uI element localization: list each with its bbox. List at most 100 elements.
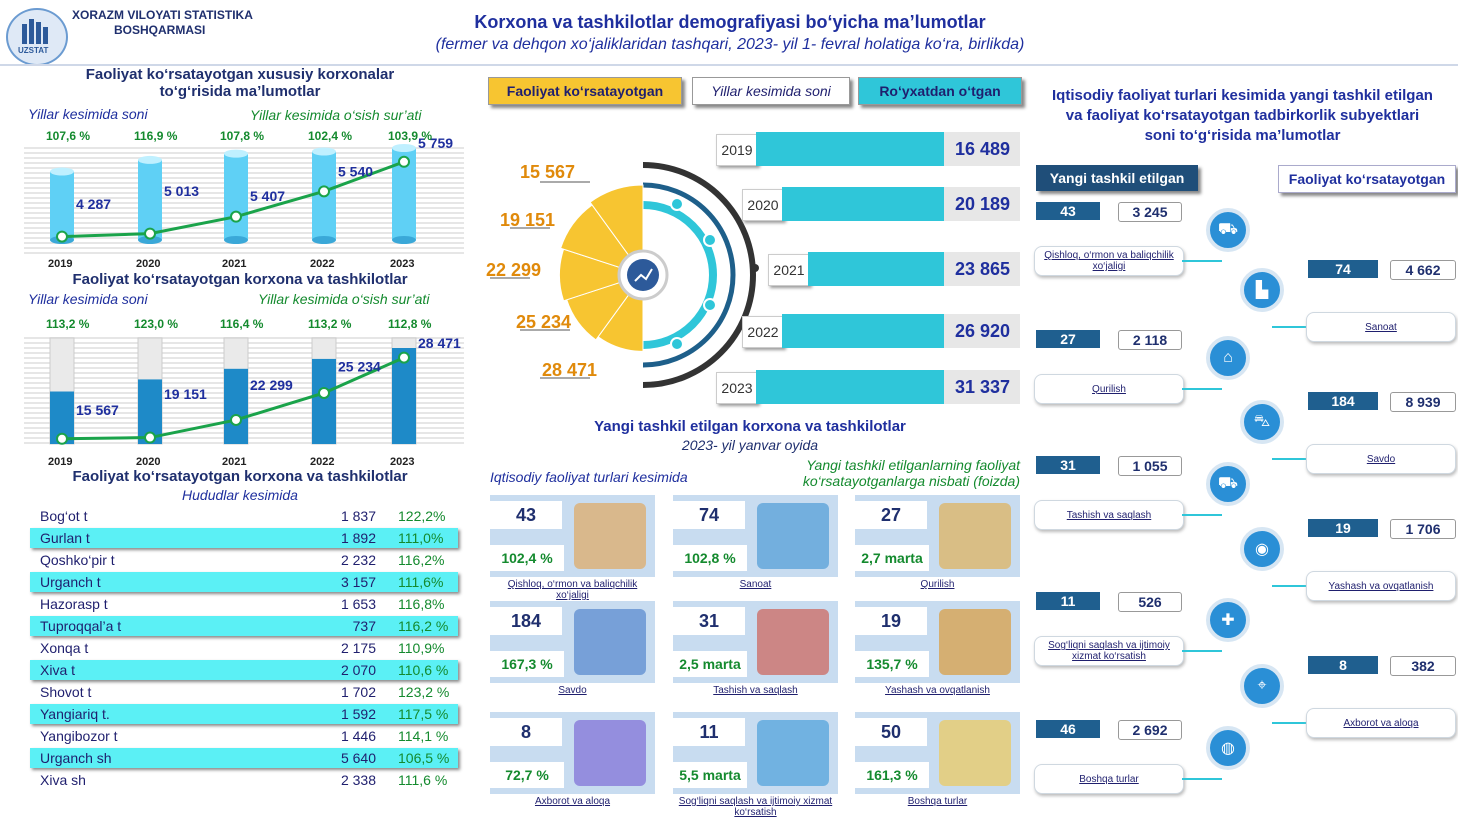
tile-label: Sanoat	[739, 579, 772, 590]
value-label: 22 299	[250, 377, 293, 393]
connector	[1182, 514, 1222, 516]
chart-bar	[391, 337, 417, 445]
activity-tile: 43 102,4 %	[490, 495, 655, 577]
fan-label: 19 151	[500, 210, 555, 230]
truck-icon: ⛟	[1206, 462, 1250, 506]
active-count: 526	[1118, 592, 1182, 612]
bar-year: 2023	[716, 372, 758, 404]
activity-illustration	[574, 609, 646, 675]
region-row: Yangibozor t 1 446 114,1 %	[30, 726, 458, 746]
page-subtitle: (fermer va dehqon xo‘jaliklaridan tashqa…	[435, 36, 1025, 53]
region-count: 1 837	[340, 508, 376, 524]
chart-bar	[138, 155, 162, 244]
uzstat-logo: UZSTAT	[6, 8, 68, 66]
region-pct: 122,2%	[398, 508, 446, 524]
antenna-icon: ⌖	[1240, 664, 1284, 708]
pct-label: 123,0 %	[134, 317, 178, 331]
new-count: 8	[1308, 656, 1378, 674]
activity-tile: 184 167,3 %	[490, 601, 655, 683]
bar-value: 31 337	[944, 370, 1020, 404]
fan-ring	[642, 162, 756, 388]
region-pct: 123,2 %	[398, 684, 450, 700]
growth-point	[398, 351, 410, 364]
fan-label: 22 299	[486, 260, 541, 280]
value-label: 15 567	[76, 402, 119, 418]
bar-value: 16 489	[944, 132, 1020, 166]
year-label: 2019	[48, 258, 72, 270]
region-pct: 116,8%	[398, 596, 445, 612]
activity-label: Sog‘liqni saqlash va ijtimoiy xizmat ko‘…	[1034, 636, 1184, 666]
active-count: 3 245	[1118, 202, 1182, 222]
regions-title: Faoliyat ko‘rsatayotgan korxona va tashk…	[72, 468, 408, 485]
tab-faoliyat: Faoliyat ko‘rsatayotgan	[488, 77, 682, 105]
new-count: 31	[1036, 456, 1100, 474]
tile-count: 27	[855, 501, 927, 529]
health-icon: ✚	[1206, 598, 1250, 642]
region-name: Bog‘ot t	[40, 508, 88, 524]
region-pct: 110,6 %	[398, 662, 449, 678]
region-count: 1 446	[340, 728, 376, 744]
activity-label: Savdo	[1306, 444, 1456, 474]
region-row: Tuproqqal’a t 737 116,2 %	[30, 616, 458, 636]
region-count: 5 640	[340, 750, 376, 766]
region-name: Xonqa t	[40, 640, 89, 656]
value-label: 5 759	[418, 135, 453, 151]
new-count: 184	[1308, 392, 1378, 410]
region-row: Qoshko‘pir t 2 232 116,2%	[30, 550, 458, 570]
chart2-svg: 15 567 19 151 22 299 25 234 28 471 113,2 % 123…	[46, 317, 461, 468]
chart-bar	[224, 149, 248, 244]
hdr-active: Faoliyat ko‘rsatayotgan	[1278, 165, 1456, 193]
bar-value: 23 865	[944, 252, 1020, 286]
activity-label: Sanoat	[1306, 312, 1456, 342]
bar-year: 2019	[716, 134, 758, 166]
year-label: 2023	[390, 258, 414, 270]
region-row: Urganch t 3 157 111,6%	[30, 572, 458, 592]
growth-point	[56, 230, 68, 243]
growth-point	[230, 210, 242, 223]
activity-illustration	[757, 720, 829, 786]
active-count: 2 692	[1118, 720, 1182, 740]
connector-dot	[670, 197, 684, 211]
region-pct: 116,2 %	[398, 618, 449, 634]
tile-ratio: 2,5 marta	[673, 651, 747, 677]
tile-count: 19	[855, 607, 927, 635]
region-row: Xonqa t 2 175 110,9%	[30, 638, 458, 658]
year-label: 2023	[390, 456, 414, 468]
fan-label: 15 567	[520, 162, 575, 182]
chart1-svg: 4 287 5 013 5 407 5 540 5 759 107,6 % 116,9 % 1…	[46, 129, 453, 270]
region-count: 2 338	[340, 772, 376, 788]
connector	[1272, 326, 1308, 328]
chart2-right-label: Yillar kesimida o‘sish sur’ati	[258, 291, 430, 307]
new-count: 27	[1036, 330, 1100, 348]
region-pct: 111,6 %	[398, 772, 448, 788]
activity-label: Axborot va aloqa	[1306, 708, 1456, 738]
tab-yillar: Yillar kesimida soni	[692, 77, 850, 105]
activity-illustration	[757, 503, 829, 569]
region-row: Yangiariq t. 1 592 117,5 %	[30, 704, 458, 724]
connector	[1272, 458, 1308, 460]
region-name: Urganch t	[40, 574, 101, 590]
year-label: 2021	[222, 456, 246, 468]
activity-illustration	[574, 503, 646, 569]
active-count: 2 118	[1118, 330, 1182, 350]
fan-chart: 15 567 19 151 22 299 25 234 28 471	[486, 146, 759, 389]
shopping-cart-icon: ⛍	[1240, 400, 1284, 444]
activity-illustration	[574, 720, 646, 786]
active-count: 8 939	[1390, 392, 1456, 412]
region-row: Urganch sh 5 640 106,5 %	[30, 748, 458, 768]
tile-count: 184	[490, 607, 562, 635]
tile-label: Sog‘liqni saqlash va ijtimoiy xizmat ko‘…	[678, 796, 833, 818]
region-name: Shovot t	[40, 684, 92, 700]
connector	[1182, 650, 1222, 652]
tile-count: 74	[673, 501, 745, 529]
connector	[1182, 388, 1222, 390]
pct-label: 113,2 %	[308, 317, 352, 331]
tile-ratio: 102,8 %	[673, 545, 747, 571]
tile-label: Qurilish	[920, 579, 955, 590]
active-count: 1 055	[1118, 456, 1182, 476]
region-name: Yangibozor t	[40, 728, 118, 744]
chart-bar	[223, 337, 249, 445]
tractor-icon: ⛟	[1206, 208, 1250, 252]
connector	[1272, 722, 1308, 724]
bar-value: 20 189	[944, 187, 1020, 221]
